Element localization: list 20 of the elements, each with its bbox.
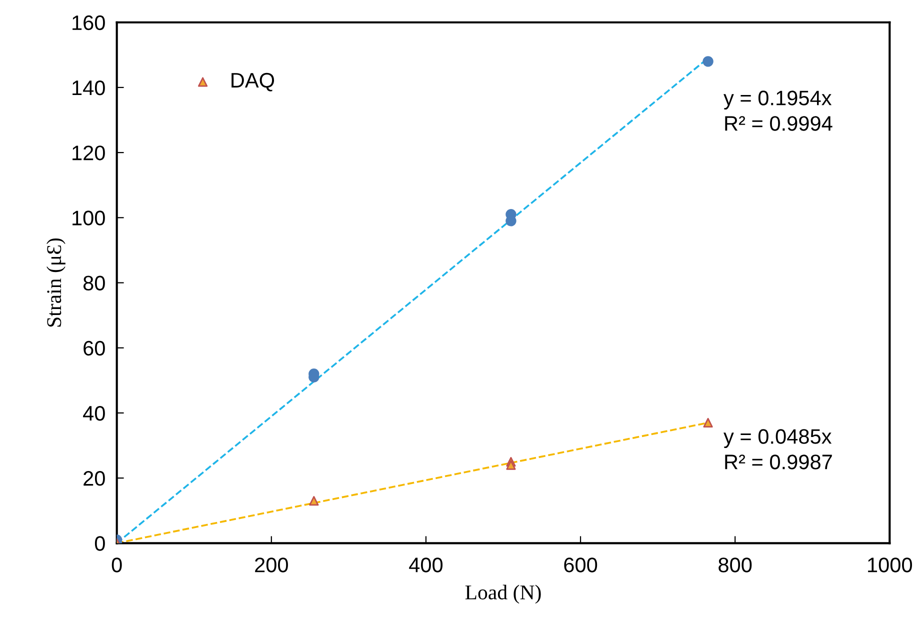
x-axis-title: Load (N) xyxy=(465,584,541,604)
y-tick-label: 0 xyxy=(94,536,105,551)
y-tick-label: 160 xyxy=(72,15,105,30)
annotation: y = 0.1954x R² = 0.9994 xyxy=(724,90,832,131)
x-tick-label: 0 xyxy=(112,558,122,572)
y-tick-label: 60 xyxy=(84,340,105,356)
y-tick-label: 80 xyxy=(83,276,105,291)
y-tick-label: 40 xyxy=(83,406,105,421)
x-tick-label: 200 xyxy=(255,558,288,572)
y-axis-title: Strain (μƐ) xyxy=(46,238,66,327)
x-tick-label: 400 xyxy=(409,558,443,572)
y-tick-label: 140 xyxy=(72,80,105,96)
x-tick-label: 800 xyxy=(718,558,752,572)
legend-label: DAQ xyxy=(232,72,274,92)
y-tick-label: 120 xyxy=(72,146,105,160)
y-tick-label: 20 xyxy=(84,471,105,486)
annotation: y = 0.0485x R² = 0.9987 xyxy=(724,429,832,470)
x-tick-label: 600 xyxy=(564,558,598,572)
y-tick-label: 100 xyxy=(72,210,105,226)
x-tick-label: 1000 xyxy=(868,558,912,572)
